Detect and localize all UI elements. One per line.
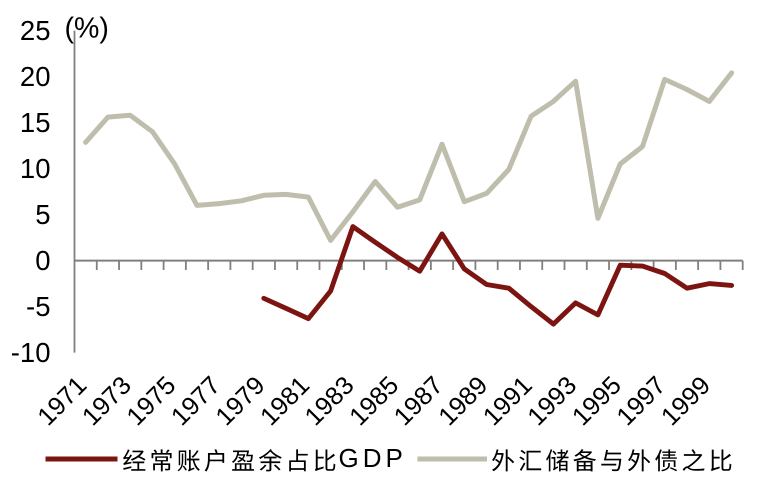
svg-text:-10: -10 — [11, 337, 51, 368]
svg-text:25: 25 — [20, 15, 51, 46]
svg-text:-5: -5 — [26, 291, 50, 322]
svg-text:5: 5 — [35, 199, 50, 230]
svg-text:15: 15 — [20, 107, 51, 138]
svg-text:(%): (%) — [65, 13, 109, 45]
svg-text:GDP: GDP — [339, 443, 407, 473]
svg-text:20: 20 — [20, 61, 51, 92]
svg-text:0: 0 — [35, 245, 50, 276]
svg-text:10: 10 — [20, 153, 51, 184]
